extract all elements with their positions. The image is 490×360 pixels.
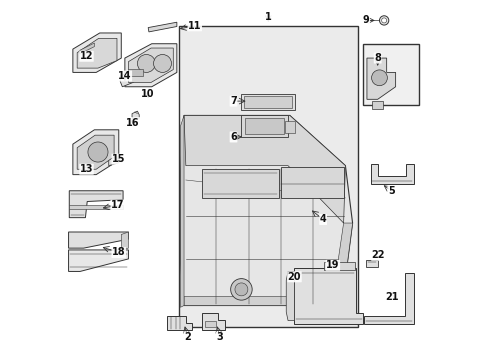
Polygon shape bbox=[366, 260, 378, 267]
Polygon shape bbox=[73, 130, 119, 175]
Text: 5: 5 bbox=[388, 186, 394, 196]
Bar bbox=[242, 116, 288, 137]
Polygon shape bbox=[73, 33, 122, 72]
Polygon shape bbox=[202, 313, 225, 330]
Circle shape bbox=[231, 279, 252, 300]
Polygon shape bbox=[128, 48, 173, 82]
Polygon shape bbox=[148, 22, 177, 32]
Text: 20: 20 bbox=[288, 272, 301, 282]
Polygon shape bbox=[125, 44, 177, 87]
Polygon shape bbox=[294, 268, 364, 324]
Text: 11: 11 bbox=[188, 21, 201, 31]
Text: 21: 21 bbox=[385, 292, 399, 302]
Polygon shape bbox=[69, 191, 123, 218]
Text: 7: 7 bbox=[230, 96, 237, 106]
Circle shape bbox=[379, 16, 389, 25]
Text: 19: 19 bbox=[326, 260, 340, 270]
Circle shape bbox=[153, 54, 172, 72]
Polygon shape bbox=[80, 43, 95, 54]
Polygon shape bbox=[122, 232, 128, 250]
Circle shape bbox=[88, 142, 108, 162]
Text: 13: 13 bbox=[80, 164, 93, 174]
Polygon shape bbox=[286, 271, 294, 320]
Text: 22: 22 bbox=[371, 250, 385, 260]
Polygon shape bbox=[180, 116, 353, 306]
Bar bbox=[205, 320, 216, 327]
Circle shape bbox=[235, 283, 248, 296]
Text: 1: 1 bbox=[265, 12, 271, 22]
Text: 17: 17 bbox=[111, 200, 124, 210]
Polygon shape bbox=[109, 157, 119, 166]
Bar bbox=[245, 118, 285, 134]
Polygon shape bbox=[132, 111, 139, 121]
Bar bbox=[242, 94, 295, 110]
Circle shape bbox=[371, 70, 388, 86]
Polygon shape bbox=[184, 116, 345, 223]
Polygon shape bbox=[180, 116, 184, 307]
Text: 15: 15 bbox=[112, 154, 125, 164]
Text: 9: 9 bbox=[363, 15, 369, 26]
Bar bbox=[364, 44, 419, 105]
Text: 10: 10 bbox=[142, 89, 155, 99]
Polygon shape bbox=[167, 316, 192, 330]
Bar bbox=[128, 69, 143, 76]
Polygon shape bbox=[69, 205, 123, 210]
Text: 6: 6 bbox=[230, 132, 237, 142]
Polygon shape bbox=[370, 164, 414, 184]
Polygon shape bbox=[372, 101, 383, 109]
Circle shape bbox=[382, 18, 387, 23]
Bar bbox=[202, 169, 279, 198]
Text: 18: 18 bbox=[112, 247, 125, 257]
Polygon shape bbox=[367, 58, 395, 99]
Polygon shape bbox=[69, 232, 128, 248]
Polygon shape bbox=[77, 39, 117, 68]
Polygon shape bbox=[184, 223, 353, 306]
Text: 14: 14 bbox=[118, 71, 132, 81]
Circle shape bbox=[137, 54, 155, 72]
Text: 4: 4 bbox=[320, 215, 326, 224]
Text: 2: 2 bbox=[184, 332, 191, 342]
Bar bbox=[285, 121, 295, 134]
Bar bbox=[179, 26, 358, 327]
Bar bbox=[324, 262, 355, 270]
Polygon shape bbox=[364, 273, 414, 324]
Text: 3: 3 bbox=[217, 332, 223, 342]
Polygon shape bbox=[120, 71, 134, 87]
Polygon shape bbox=[77, 135, 114, 169]
Bar bbox=[245, 96, 293, 108]
Text: 8: 8 bbox=[374, 53, 381, 63]
Bar bbox=[281, 167, 343, 198]
Text: 16: 16 bbox=[126, 118, 140, 128]
Text: 12: 12 bbox=[80, 51, 93, 61]
Polygon shape bbox=[69, 250, 128, 271]
